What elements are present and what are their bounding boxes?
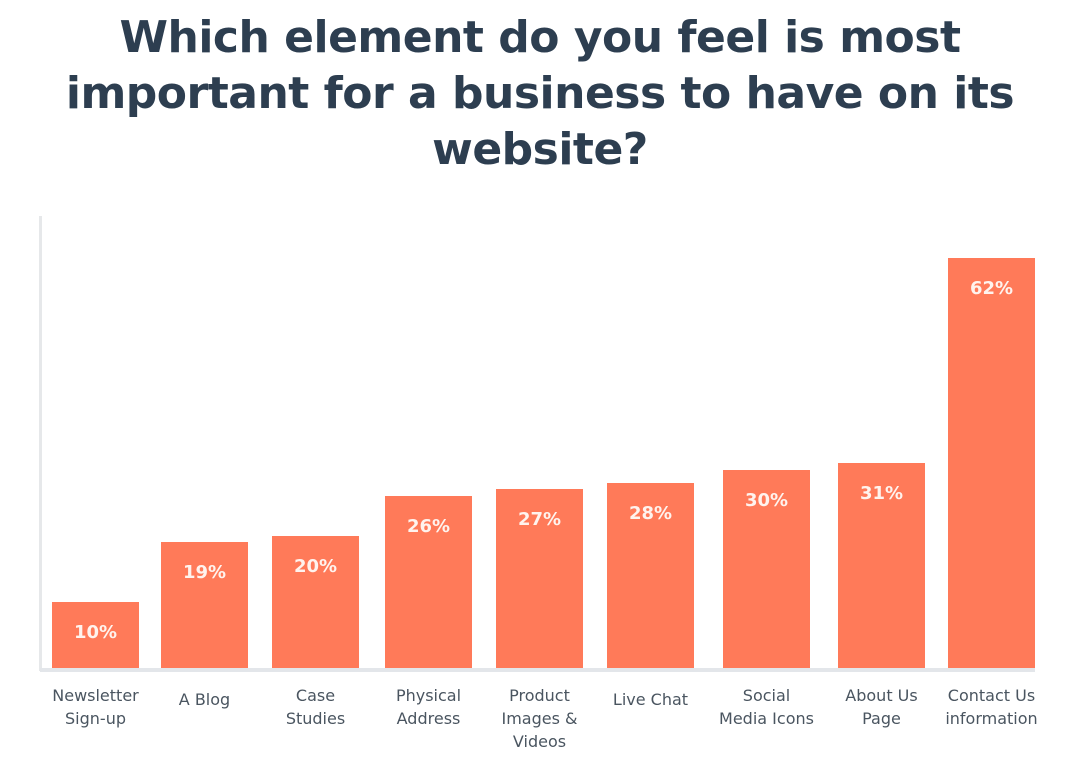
x-tick-label: A Blog <box>178 690 231 709</box>
x-tick-label: Case Studies <box>285 686 346 728</box>
chart-title: Which element do you feel is most import… <box>0 10 1080 178</box>
bar-value-label: 10% <box>73 622 118 643</box>
bar-value-label: 20% <box>293 556 338 577</box>
bar: 62% <box>948 258 1035 668</box>
y-axis-line <box>39 216 42 671</box>
bar: 10% <box>52 602 139 668</box>
bar: 31% <box>838 463 925 668</box>
bar-value-label: 31% <box>859 483 904 504</box>
x-axis-line <box>40 668 1035 672</box>
x-tick-label: Physical Address <box>395 686 462 728</box>
x-tick-label: Newsletter Sign-up <box>52 686 139 728</box>
bar: 20% <box>272 536 359 668</box>
bar-value-label: 19% <box>182 562 227 583</box>
bar-value-label: 30% <box>744 490 789 511</box>
chart-title-line-1: Which element do you feel is most <box>119 12 961 63</box>
bar: 28% <box>607 483 694 668</box>
bar-value-label: 26% <box>406 516 451 537</box>
x-tick-label: Contact Us information <box>945 686 1038 728</box>
bar: 27% <box>496 489 583 668</box>
chart-title-line-2: important for a business to have on its <box>65 68 1015 119</box>
bar-value-label: 28% <box>628 503 673 524</box>
x-tick-label: Social Media Icons <box>719 686 814 728</box>
bar: 26% <box>385 496 472 668</box>
chart-title-line-3: website? <box>432 124 648 175</box>
bar-value-label: 62% <box>969 278 1014 299</box>
bar-value-label: 27% <box>517 509 562 530</box>
x-tick-label: About Us Page <box>845 686 918 728</box>
x-tick-label: Live Chat <box>612 690 689 709</box>
bar: 19% <box>161 542 248 668</box>
x-tick-label: Product Images & Videos <box>501 686 578 751</box>
bar: 30% <box>723 470 810 668</box>
